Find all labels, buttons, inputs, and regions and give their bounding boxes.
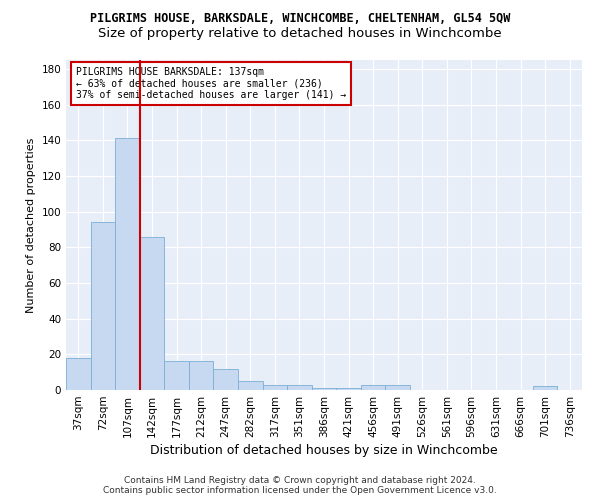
- Bar: [287, 384, 312, 390]
- Bar: [214, 368, 238, 390]
- Text: Size of property relative to detached houses in Winchcombe: Size of property relative to detached ho…: [98, 28, 502, 40]
- Bar: [115, 138, 140, 390]
- Bar: [66, 358, 91, 390]
- Y-axis label: Number of detached properties: Number of detached properties: [26, 138, 36, 312]
- Bar: [238, 381, 263, 390]
- Bar: [91, 222, 115, 390]
- X-axis label: Distribution of detached houses by size in Winchcombe: Distribution of detached houses by size …: [150, 444, 498, 457]
- Bar: [385, 384, 410, 390]
- Text: Contains HM Land Registry data © Crown copyright and database right 2024.
Contai: Contains HM Land Registry data © Crown c…: [103, 476, 497, 495]
- Bar: [263, 384, 287, 390]
- Bar: [312, 388, 336, 390]
- Text: PILGRIMS HOUSE, BARKSDALE, WINCHCOMBE, CHELTENHAM, GL54 5QW: PILGRIMS HOUSE, BARKSDALE, WINCHCOMBE, C…: [90, 12, 510, 26]
- Bar: [361, 384, 385, 390]
- Bar: [336, 388, 361, 390]
- Bar: [140, 236, 164, 390]
- Text: PILGRIMS HOUSE BARKSDALE: 137sqm
← 63% of detached houses are smaller (236)
37% : PILGRIMS HOUSE BARKSDALE: 137sqm ← 63% o…: [76, 66, 347, 100]
- Bar: [164, 362, 189, 390]
- Bar: [189, 362, 214, 390]
- Bar: [533, 386, 557, 390]
